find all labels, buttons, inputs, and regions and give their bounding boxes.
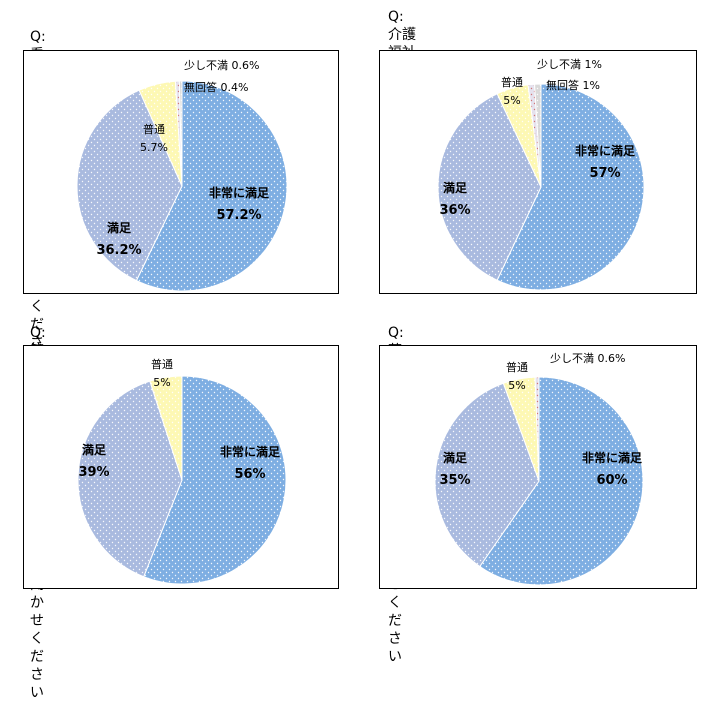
slice-value-非常に満足: 57% — [589, 166, 620, 181]
slice-label-非常に満足: 非常に満足 — [575, 143, 635, 158]
slice-label-普通: 普通 — [151, 357, 173, 371]
slice-label-少し不満: 少し不満 0.6% — [550, 352, 625, 365]
pie-slice-満足 — [434, 382, 540, 568]
slice-label-非常に満足: 非常に満足 — [582, 450, 642, 465]
pie-chart-dietitian: 非常に満足 56% 満足 39% 普通 5% — [77, 357, 287, 585]
pie-slice-非常に満足 — [135, 80, 288, 292]
slice-label-非常に満足: 非常に満足 — [209, 185, 269, 200]
slice-value-普通: 5% — [508, 379, 525, 392]
slice-value-非常に満足: 60% — [596, 473, 627, 488]
slice-label-満足: 満足 — [107, 220, 131, 235]
slice-label-普通: 普通 — [501, 75, 523, 89]
chart-frame: 非常に満足 60% 満足 35% 普通 5% 少し不満 0.6% — [379, 345, 697, 589]
slice-value-満足: 39% — [78, 465, 109, 480]
chart-frame: 非常に満足 57% 満足 36% 普通 5% 少し不満 1% 無回答 1% — [379, 50, 697, 294]
slice-label-少し不満: 少し不満 0.6% — [184, 59, 259, 72]
slice-value-非常に満足: 56% — [234, 467, 265, 482]
pie-slice-非常に満足 — [143, 375, 287, 585]
slice-label-満足: 満足 — [443, 180, 467, 195]
chart-frame: 非常に満足 57.2% 満足 36.2% 普通 5.7% 少し不満 0.6% 無回答 0.4% — [23, 50, 339, 294]
pie-slice-非常に満足 — [479, 376, 644, 586]
pie-chart-nurse: 非常に満足 57.2% 満足 36.2% 普通 5.7% 少し不満 0.6% 無回答 0.4% — [76, 59, 288, 292]
pie-slice-満足 — [437, 93, 542, 281]
pie-slice-満足 — [76, 89, 183, 282]
slice-label-普通: 普通 — [143, 122, 165, 136]
slice-value-普通: 5% — [153, 376, 170, 389]
pie-slice-非常に満足 — [496, 83, 645, 291]
pie-slice-無回答 — [178, 80, 183, 187]
chart-frame: 非常に満足 56% 満足 39% 普通 5% — [23, 345, 339, 589]
slice-value-普通: 5.7% — [140, 141, 168, 154]
slice-label-非常に満足: 非常に満足 — [220, 444, 280, 459]
slice-value-普通: 5% — [503, 94, 520, 107]
slice-value-非常に満足: 57.2% — [216, 208, 261, 223]
slice-label-無回答: 無回答 0.4% — [184, 80, 248, 94]
slice-label-無回答: 無回答 1% — [546, 78, 600, 92]
slice-value-満足: 35% — [439, 473, 470, 488]
pie-slice-少し不満 — [534, 376, 540, 482]
pie-chart-care-worker: 非常に満足 57% 満足 36% 普通 5% 少し不満 1% 無回答 1% — [437, 58, 645, 291]
pie-slice-満足 — [77, 380, 183, 578]
slice-label-少し不満: 少し不満 1% — [537, 58, 602, 71]
pie-slice-普通 — [149, 375, 183, 481]
slice-label-満足: 満足 — [443, 450, 467, 465]
slice-value-満足: 36.2% — [96, 243, 141, 258]
slice-label-満足: 満足 — [82, 442, 106, 457]
slice-value-満足: 36% — [439, 203, 470, 218]
slice-label-普通: 普通 — [506, 360, 528, 374]
pie-chart-pharmacist: 非常に満足 60% 満足 35% 普通 5% 少し不満 0.6% — [434, 352, 644, 586]
pie-slice-無回答 — [533, 83, 542, 188]
